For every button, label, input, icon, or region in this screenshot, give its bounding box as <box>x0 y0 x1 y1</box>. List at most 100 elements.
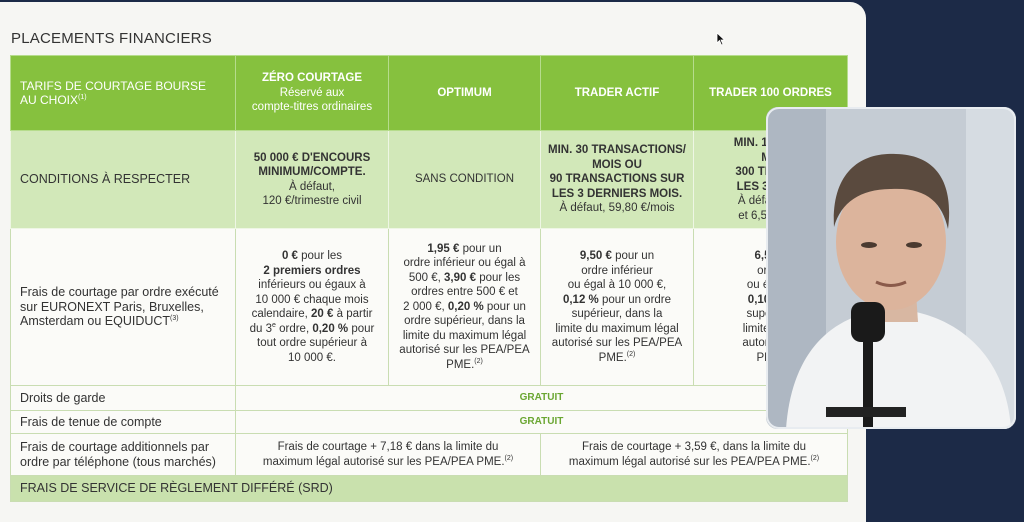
bold-text: 3,90 € <box>444 271 477 284</box>
cell-line: ordre supérieur, dans la <box>395 314 534 329</box>
text: Frais de courtage additionnels par <box>20 440 210 454</box>
text: CONDITIONS À RESPECTER <box>20 172 191 187</box>
cell-line: TRADER ACTIF <box>547 86 687 101</box>
cell-line: ordre par téléphone (tous marchés) <box>20 455 229 470</box>
cell-line: tout ordre supérieur à <box>242 336 382 351</box>
text: pour un <box>459 242 502 255</box>
bold-text: MINIMUM/COMPTE. <box>258 166 366 178</box>
row-label: CONDITIONS À RESPECTER <box>10 130 236 229</box>
cell-line: ZÉRO COURTAGE <box>242 71 382 86</box>
cell-line: TARIFS DE COURTAGE BOURSE <box>20 79 229 94</box>
table-row: Frais de courtage additionnels par ordre … <box>10 433 848 476</box>
text: pour les <box>297 250 343 262</box>
cell-line: autorisé sur les PEA/PEA <box>547 336 687 351</box>
cell-line: MINIMUM/COMPTE. <box>242 165 382 180</box>
table-cell: 50 000 € D'ENCOURS MINIMUM/COMPTE. À défau… <box>235 130 389 229</box>
cell-line: GRATUIT <box>242 414 841 430</box>
text: 10 000 €. <box>288 351 336 364</box>
cell-line: MIN. 30 TRANSACTIONS/ <box>547 143 687 158</box>
text: Amsterdam ou EQUIDUCT <box>20 314 171 329</box>
cell-line: limite du maximum légal <box>395 329 534 344</box>
text: PME. <box>446 358 475 371</box>
bold-text: MIN. 30 TRANSACTIONS/ <box>547 144 686 157</box>
text: autorisé sur les PEA/PEA <box>399 344 530 357</box>
text: pour un ordre <box>598 293 672 306</box>
text: ordres entre 500 € et <box>411 286 518 299</box>
bold-text: 2 premiers ordres <box>263 264 361 277</box>
footnote-ref: e <box>272 321 276 329</box>
footnote-ref: (3) <box>170 315 179 323</box>
table-cell: 9,50 € pour un ordre inférieur ou égal à 1… <box>540 228 694 386</box>
text: inférieurs ou égaux à <box>258 279 366 291</box>
footnote-ref: (2) <box>504 454 514 462</box>
cell-line: ordre inférieur <box>547 264 687 279</box>
text: SANS CONDITION <box>414 173 515 186</box>
cell-line: MOIS OU <box>547 158 687 173</box>
cell-line: ordre inférieur ou égal à <box>395 256 534 271</box>
text: Droits de garde <box>20 390 106 405</box>
cell-line: ou égal à 10 000 €, <box>547 278 687 293</box>
text: pour un <box>611 250 655 262</box>
text: Réservé aux <box>279 86 345 99</box>
webcam-overlay <box>766 107 1016 429</box>
cell-line: 10 000 € chaque mois <box>242 293 382 308</box>
cell-line: Réservé aux <box>242 86 382 101</box>
bold-text: 0,12 % <box>562 293 599 306</box>
text: ordre inférieur <box>581 264 653 277</box>
cell-line: Droits de garde <box>20 391 229 406</box>
text: À défaut, 59,80 €/mois <box>559 202 675 215</box>
cell-line: supérieur, dans la <box>547 307 687 322</box>
cell-line: 500 €, 3,90 € pour les <box>395 271 534 286</box>
table-row: TARIFS DE COURTAGE BOURSE AU CHOIX(1) ZÉRO… <box>10 55 848 131</box>
cell-line: 50 000 € D'ENCOURS <box>242 151 382 166</box>
bold-text: 9,50 € <box>579 250 612 262</box>
text: 10 000 € chaque mois <box>255 293 369 306</box>
text: autorisé sur les PEA/PEA <box>551 337 683 349</box>
cell-line: 0,12 % pour un ordre <box>547 293 687 308</box>
cell-line: Frais de courtage additionnels par <box>20 440 229 455</box>
text: 500 €, <box>408 271 445 284</box>
text: Frais de courtage + 7,18 € dans la limit… <box>277 441 499 453</box>
text: compte-titres ordinaires <box>251 101 373 114</box>
cell-line: À défaut, 59,80 €/mois <box>547 201 687 216</box>
cell-line: du 3e ordre, 0,20 % pour <box>242 322 382 337</box>
text: limite du maximum légal <box>402 329 527 342</box>
cell-line: autorisé sur les PEA/PEA <box>395 343 534 358</box>
cell-line: 10 000 €. <box>242 351 382 366</box>
cell-line: AU CHOIX(1) <box>20 93 229 108</box>
cell-line: maximum légal autorisé sur les PEA/PEA P… <box>242 455 534 470</box>
bold-text: 1,95 € <box>427 242 460 255</box>
table-row: Frais de tenue de compte GRATUIT <box>10 410 848 434</box>
bold-text: 0,20 % <box>312 322 349 335</box>
cell-line: Amsterdam ou EQUIDUCT(3) <box>20 314 229 329</box>
text: FRAIS DE SERVICE DE RÈGLEMENT DIFFÉRÉ (S… <box>20 481 333 496</box>
bold-text: OPTIMUM <box>437 86 492 99</box>
text: TARIFS DE COURTAGE BOURSE <box>20 78 207 93</box>
table-row: CONDITIONS À RESPECTER 50 000 € D'ENCOURS… <box>10 130 848 229</box>
bold-text: TRADER ACTIF <box>574 86 660 99</box>
cell-line: 90 TRANSACTIONS SUR <box>547 172 687 187</box>
text: du 3 <box>249 322 272 335</box>
cell-line: limite du maximum légal <box>547 322 687 337</box>
footnote-ref: (2) <box>474 357 483 365</box>
cell-line: Frais de courtage par ordre exécuté <box>20 285 229 300</box>
text: ordre par téléphone (tous marchés) <box>20 454 216 469</box>
bold-text: GRATUIT <box>519 392 564 404</box>
table-cell: TRADER ACTIF <box>540 55 694 131</box>
text: ordre, <box>275 322 313 335</box>
table-cell: MIN. 30 TRANSACTIONS/MOIS OU 90 TRANSACTI… <box>540 130 694 229</box>
table-cell: Frais de courtage + 3,59 €, dans la limi… <box>540 433 848 476</box>
text: ordre supérieur, dans la <box>404 315 525 328</box>
cell-line: CONDITIONS À RESPECTER <box>20 172 229 187</box>
cell-line: FRAIS DE SERVICE DE RÈGLEMENT DIFFÉRÉ (S… <box>20 481 841 496</box>
text: supérieur, dans la <box>571 308 663 320</box>
cell-line: TRADER 100 ORDRES <box>700 86 841 101</box>
row-label: TARIFS DE COURTAGE BOURSE AU CHOIX(1) <box>10 55 236 131</box>
footnote-ref: (2) <box>626 350 636 358</box>
table-cell: Frais de courtage + 7,18 € dans la limit… <box>235 433 541 476</box>
bold-text: MOIS OU <box>592 158 642 171</box>
pricing-table: TARIFS DE COURTAGE BOURSE AU CHOIX(1) ZÉRO… <box>10 55 848 502</box>
cell-line: maximum légal autorisé sur les PEA/PEA P… <box>547 455 841 470</box>
cell-line: 2 premiers ordres <box>242 264 382 279</box>
